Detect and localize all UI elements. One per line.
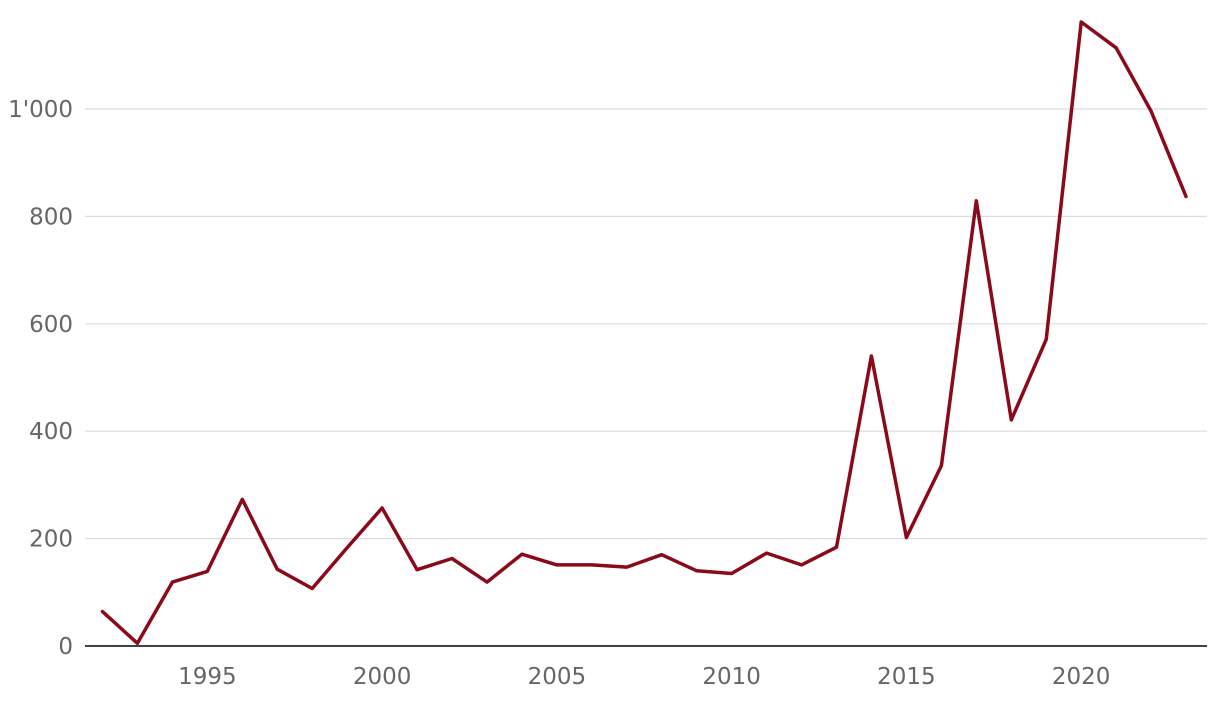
- data-point: [205, 569, 209, 573]
- y-tick-label: 800: [29, 204, 73, 230]
- data-point: [485, 580, 489, 584]
- data-point: [800, 563, 804, 567]
- data-point: [869, 354, 873, 358]
- x-tick-label: 1995: [178, 664, 237, 690]
- series-layer: [100, 20, 1188, 646]
- data-point: [380, 506, 384, 510]
- data-point: [1009, 418, 1013, 422]
- data-point: [974, 199, 978, 203]
- data-point: [240, 497, 244, 501]
- data-point: [730, 572, 734, 576]
- data-point: [555, 563, 559, 567]
- data-point: [1044, 337, 1048, 341]
- gridlines: [85, 108, 1207, 540]
- data-point: [1079, 20, 1083, 24]
- data-point: [170, 580, 174, 584]
- data-point: [1149, 109, 1153, 113]
- data-point: [660, 553, 664, 557]
- y-axis-tick-labels: 0 200 400 600 800 1'000: [8, 97, 73, 660]
- y-tick-label: 200: [29, 527, 73, 553]
- data-point: [100, 610, 104, 614]
- x-tick-label: 2000: [353, 664, 412, 690]
- x-axis-tick-labels: 1995 2000 2005 2010 2015 2020: [178, 664, 1110, 690]
- data-point: [135, 641, 139, 645]
- series-line: [100, 20, 1188, 646]
- data-point: [450, 556, 454, 560]
- y-tick-label: 0: [58, 634, 73, 660]
- x-tick-label: 2015: [877, 664, 936, 690]
- data-point: [765, 551, 769, 555]
- data-point: [345, 546, 349, 550]
- data-point: [695, 569, 699, 573]
- x-tick-label: 2020: [1052, 664, 1111, 690]
- x-tick-label: 2010: [702, 664, 761, 690]
- y-tick-label: 600: [29, 312, 73, 338]
- y-tick-label: 1'000: [8, 97, 73, 123]
- data-point: [310, 587, 314, 591]
- x-tick-label: 2005: [528, 664, 587, 690]
- data-point: [415, 568, 419, 572]
- data-point: [275, 567, 279, 571]
- data-point: [1114, 46, 1118, 50]
- data-point: [520, 552, 524, 556]
- data-point: [939, 464, 943, 468]
- y-tick-label: 400: [29, 419, 73, 445]
- data-point: [590, 563, 594, 567]
- data-point: [904, 536, 908, 540]
- data-point: [1184, 195, 1188, 199]
- data-point: [834, 545, 838, 549]
- data-point: [625, 565, 629, 569]
